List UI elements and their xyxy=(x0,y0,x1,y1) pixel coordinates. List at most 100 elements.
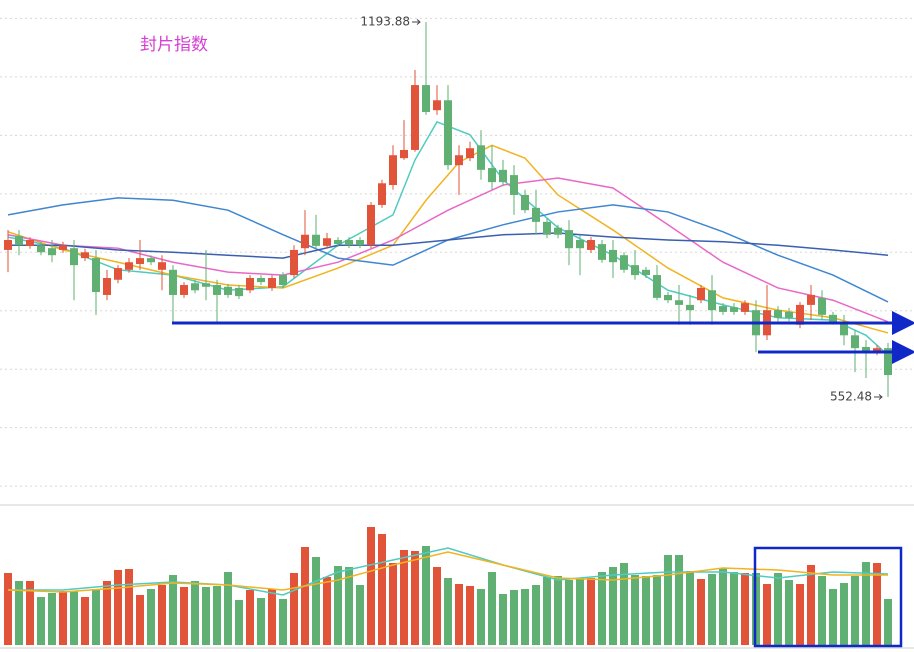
candle-body xyxy=(136,258,144,264)
candle-body xyxy=(477,145,485,170)
candle-body xyxy=(147,258,155,263)
candle-body xyxy=(708,290,716,311)
candle-body xyxy=(323,238,331,246)
volume-bar xyxy=(356,585,364,645)
volume-bar xyxy=(202,587,210,645)
volume-bar xyxy=(730,572,738,645)
candle-body xyxy=(103,278,111,295)
extreme-labels: 1193.88 552.48 xyxy=(360,14,883,403)
volume-bar xyxy=(26,581,34,645)
volume-bar xyxy=(488,572,496,645)
candle-body xyxy=(411,85,419,150)
volume-bar xyxy=(422,546,430,645)
ma-line xyxy=(7,551,888,593)
volume-bar xyxy=(323,577,331,645)
candle-body xyxy=(840,321,848,336)
candle-body xyxy=(290,249,298,276)
candle-body xyxy=(532,207,540,222)
candle-body xyxy=(400,149,408,159)
grid xyxy=(0,17,914,487)
candle-body xyxy=(675,300,683,305)
candle-body xyxy=(829,314,837,322)
volume-bar xyxy=(334,566,342,645)
candle-body xyxy=(620,255,628,270)
chart-title: 封片指数 xyxy=(140,35,208,55)
volume-bar xyxy=(466,586,474,645)
candle-body xyxy=(862,346,870,353)
candle-body xyxy=(697,287,705,301)
volume-bar xyxy=(686,571,694,645)
volume-bar xyxy=(125,569,133,645)
candle-body xyxy=(543,221,551,235)
candle-body xyxy=(609,249,617,263)
candle-body xyxy=(444,100,452,166)
volume-bar xyxy=(763,584,771,645)
candle-body xyxy=(631,265,639,276)
volume-bar xyxy=(477,589,485,645)
volume-bar xyxy=(565,580,573,645)
candle-body xyxy=(81,252,89,259)
volume-bar xyxy=(499,594,507,645)
candle-body xyxy=(851,335,859,349)
volume-bar xyxy=(609,567,617,645)
volume-bar xyxy=(114,570,122,645)
candle-body xyxy=(576,240,584,249)
candle-body xyxy=(642,269,650,276)
volume-bar xyxy=(367,527,375,645)
candle-body xyxy=(246,278,254,291)
volume-bar xyxy=(631,575,639,645)
candle-body xyxy=(334,240,342,245)
volume-bar xyxy=(136,595,144,645)
volume-bar xyxy=(851,576,859,645)
label-arrow xyxy=(412,19,421,25)
volume-bar xyxy=(532,585,540,645)
volume-bar xyxy=(653,575,661,645)
candle-body xyxy=(114,268,122,280)
ma-line xyxy=(8,232,889,259)
volume-bar xyxy=(455,584,463,645)
volume-bar xyxy=(510,590,518,645)
candle-body xyxy=(433,100,441,111)
volume-bar xyxy=(862,562,870,645)
candle-body xyxy=(125,262,133,270)
candle-body xyxy=(180,285,188,295)
volume-bar xyxy=(697,579,705,645)
volume-panel xyxy=(4,527,892,645)
candle-body xyxy=(785,311,793,318)
candle-body xyxy=(378,183,386,205)
candle-body xyxy=(598,244,606,260)
volume-bar xyxy=(444,578,452,645)
candle-body xyxy=(92,258,100,293)
volume-bar xyxy=(103,581,111,645)
volume-bar xyxy=(620,563,628,645)
candle-body xyxy=(686,304,694,311)
candle-body xyxy=(818,297,826,315)
candle-body xyxy=(279,275,287,286)
volume-bar xyxy=(829,589,837,645)
label-arrow xyxy=(874,394,883,400)
candle-body xyxy=(268,278,276,288)
candles xyxy=(4,21,892,397)
volume-bar xyxy=(719,568,727,645)
volume-bar xyxy=(675,555,683,645)
candle-body xyxy=(169,269,177,295)
candle-body xyxy=(510,175,518,195)
candle-body xyxy=(48,248,56,256)
volume-bar xyxy=(81,597,89,645)
volume-bar xyxy=(246,590,254,645)
volume-bar xyxy=(840,583,848,645)
candle-body xyxy=(257,278,265,283)
volume-bar xyxy=(818,576,826,645)
volume-bar xyxy=(224,572,232,645)
candle-body xyxy=(796,304,804,325)
volume-bar xyxy=(4,573,12,645)
volume-bar xyxy=(213,586,221,645)
volume-bar xyxy=(543,577,551,645)
candle-body xyxy=(653,275,661,298)
annotation-box xyxy=(753,546,903,648)
candle-body xyxy=(741,303,749,312)
volume-bar xyxy=(48,593,56,645)
volume-bar xyxy=(796,584,804,645)
volume-bar xyxy=(378,534,386,645)
